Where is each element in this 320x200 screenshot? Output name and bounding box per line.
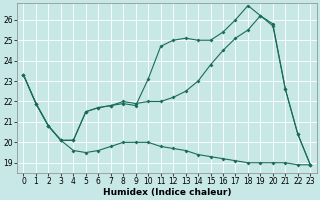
X-axis label: Humidex (Indice chaleur): Humidex (Indice chaleur) (103, 188, 231, 197)
